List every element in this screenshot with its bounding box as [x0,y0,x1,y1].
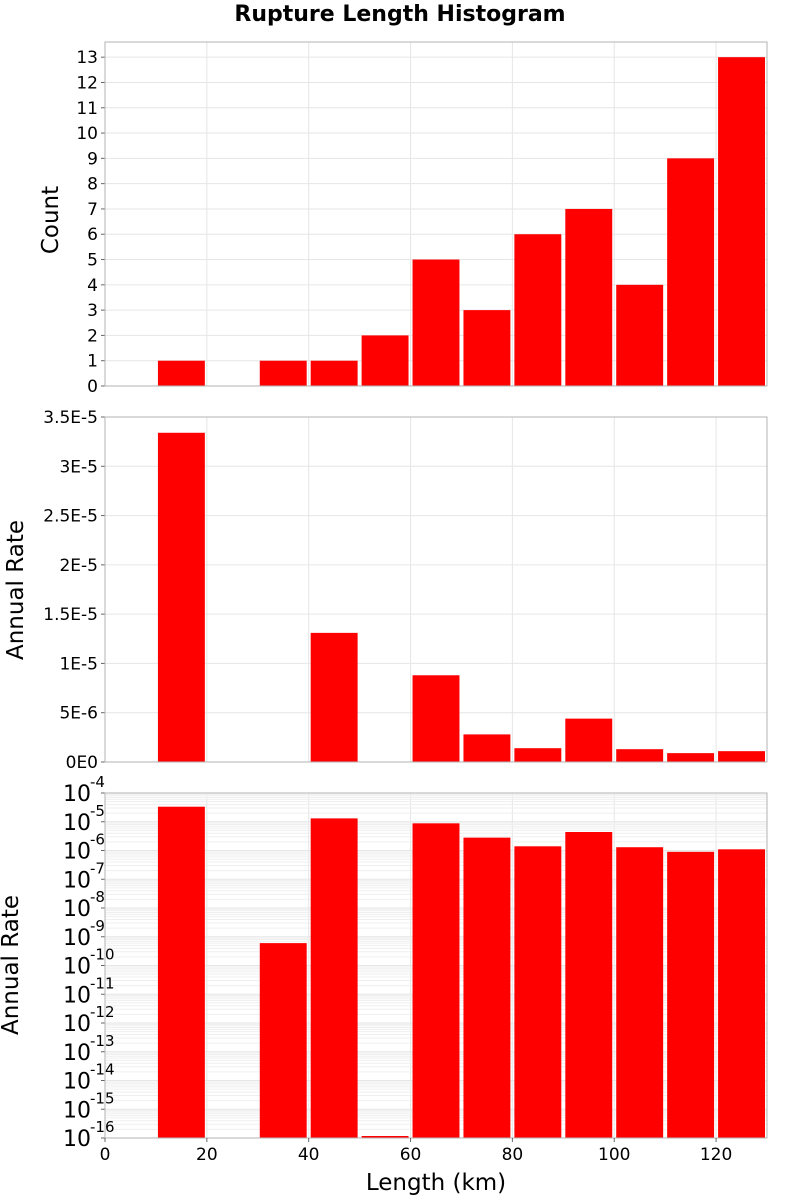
bar [463,310,511,386]
y-tick-label: 7 [87,200,98,220]
bar [565,718,613,762]
y-tick-label: 13 [76,48,98,68]
annual-rate-linear-panel: 0E0 5E-6 1E-5 1.5E-5 2E-5 2.5E-5 3E-5 3.5E-5 Ann… [3,408,768,773]
y-tick-exponent: -5 [90,802,105,820]
bar [463,837,511,1138]
y-tick-exponent: -13 [90,1032,115,1050]
plot-frame [104,41,768,387]
bar [667,753,715,762]
bar [718,751,765,762]
y-tick-label: 10 [63,811,91,836]
bar [616,847,664,1138]
bar [361,1136,409,1138]
y-tick-label: 10 [63,868,91,893]
bar [361,335,409,386]
y-tick-label: 10 [63,1012,91,1037]
x-tick-label: 120 [700,1145,732,1165]
y-tick-exponent: -10 [90,946,115,964]
x-tick-label: 20 [196,1145,218,1165]
x-tick-label: 60 [400,1145,422,1165]
y-axis-label: Count [38,186,64,254]
y-tick-label: 10 [63,1127,91,1152]
y-axis-label: Annual Rate [0,895,24,1035]
y-tick-label: 10 [63,926,91,951]
bar [667,851,715,1138]
y-tick-label: 10 [63,983,91,1008]
y-tick-label: 10 [63,1098,91,1123]
bar [412,675,460,762]
x-axis-label: Length (km) [366,1170,506,1196]
y-tick-label: 2E-5 [59,556,98,576]
y-tick-label: 10 [63,840,91,865]
y-tick-exponent: -14 [90,1061,115,1079]
y-tick-label: 1E-5 [59,654,98,674]
x-axis: 0 20 40 60 80 100 120 Length (km) [100,1138,732,1196]
y-tick-label: 3E-5 [59,457,98,477]
y-tick-label: 9 [87,149,98,169]
y-tick-label: 10 [63,1070,91,1095]
y-tick-exponent: -11 [90,974,115,992]
y-tick-label: 3 [87,301,98,321]
y-tick-label: 10 [63,897,91,922]
y-tick-exponent: -7 [90,859,105,877]
y-tick-label: 1.5E-5 [43,605,98,625]
y-tick-label: 10 [76,124,98,144]
y-tick-label: 8 [87,175,98,195]
bar [514,234,562,386]
bar [310,360,358,386]
y-tick-exponent: -15 [90,1089,115,1107]
y-tick-label: 2 [87,326,98,346]
y-tick-label: 3.5E-5 [43,408,98,428]
bar [259,360,307,386]
bar [616,749,664,762]
bar [412,259,460,386]
y-tick-exponent: -12 [90,1003,115,1021]
bar [667,158,715,386]
y-tick-exponent: -6 [90,831,105,849]
y-tick-label: 10 [63,1041,91,1066]
y-tick-label: 5 [87,251,98,271]
y-tick-label: 10 [63,782,91,807]
bar [310,818,358,1138]
y-tick-exponent: -4 [90,773,105,791]
bar [157,360,205,386]
x-tick-label: 80 [502,1145,524,1165]
x-tick-label: 40 [298,1145,320,1165]
y-tick-label: 12 [76,73,98,93]
y-tick-label: 6 [87,225,98,245]
x-tick-label: 0 [100,1145,111,1165]
bar [718,57,765,386]
y-tick-label: 5E-6 [59,704,98,724]
bar [310,632,358,762]
plot-frame [104,792,768,1139]
y-tick-label: 2.5E-5 [43,507,98,527]
y-tick-label: 0E0 [66,753,98,773]
bar [565,208,613,386]
y-tick-label: 11 [76,99,98,119]
bar [565,832,613,1138]
bar [157,806,205,1138]
plot-frame [104,416,768,763]
bar [412,823,460,1138]
y-tick-label: 0 [87,377,98,397]
y-tick-exponent: -8 [90,888,105,906]
bar [157,432,205,762]
bar [514,846,562,1138]
y-tick-label: 4 [87,276,98,296]
bar [259,943,307,1138]
y-tick-exponent: -16 [90,1118,115,1136]
y-axis-label: Annual Rate [3,520,29,660]
bar [616,284,664,386]
bar [463,734,511,762]
bar [514,748,562,762]
bar [718,849,765,1138]
chart-title: Rupture Length Histogram [234,2,566,27]
y-tick-label: 1 [87,352,98,372]
x-tick-label: 100 [598,1145,630,1165]
y-tick-label: 10 [63,955,91,980]
y-tick-exponent: -9 [90,917,105,935]
